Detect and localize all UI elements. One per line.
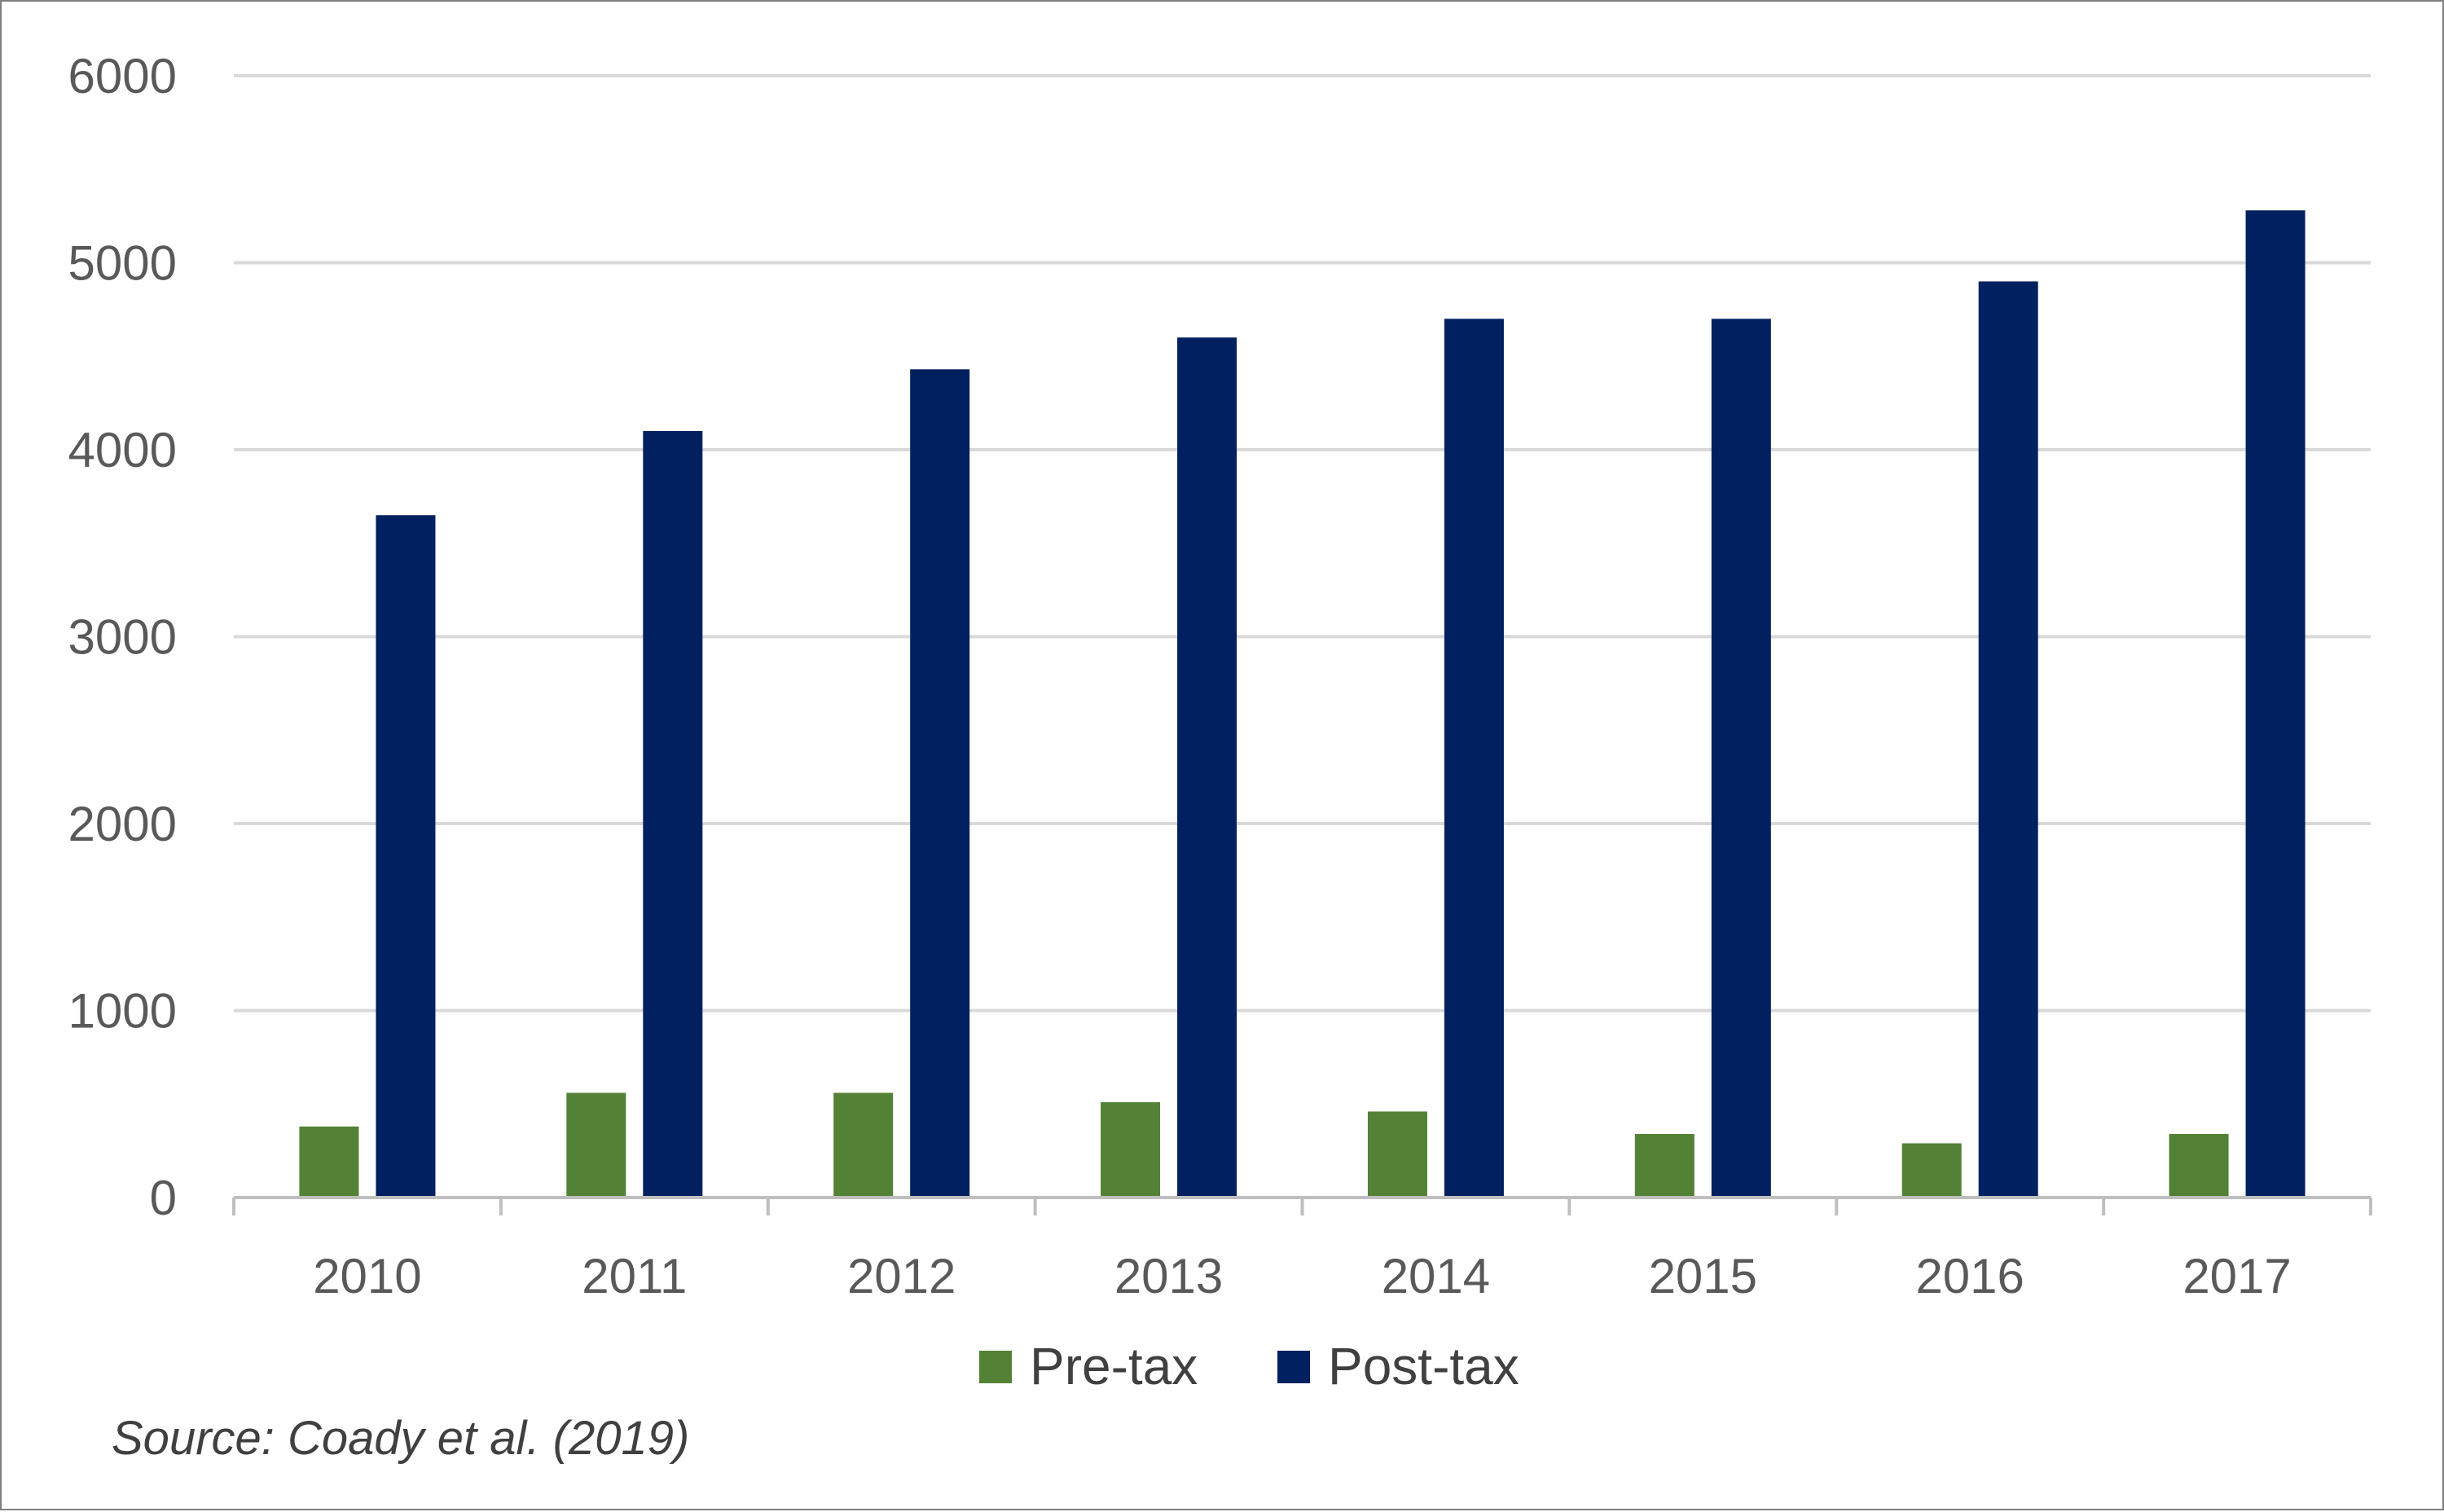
post-tax-bar-2016 [1978,281,2038,1198]
pre-tax-bar-2013 [1101,1101,1161,1198]
x-tick-label: 2014 [1382,1249,1490,1303]
y-tick-label: 0 [150,1171,177,1225]
post-tax-bar-2010 [376,515,436,1198]
y-tick-label: 5000 [68,236,177,291]
post-tax-bar-2017 [2245,210,2306,1198]
pre-tax-bar-2011 [566,1092,626,1198]
legend-swatch-post-tax [1277,1351,1310,1383]
y-tick-label: 1000 [68,984,177,1039]
legend: Pre-tax Post-tax [979,1337,1519,1396]
pre-tax-bar-2015 [1634,1133,1695,1198]
legend-swatch-pre-tax [979,1351,1012,1383]
x-tick-label: 2013 [1114,1249,1223,1303]
y-axis-tick-labels: 0 1000 2000 3000 4000 5000 6000 [68,49,177,1225]
pre-tax-bar-2016 [1901,1143,1962,1198]
post-tax-bar-2012 [910,369,970,1198]
x-tick-label: 2017 [2182,1249,2291,1303]
post-tax-bar-2013 [1177,337,1237,1198]
bars [299,210,2306,1198]
gridlines [234,74,2371,1013]
pre-tax-bar-2010 [299,1126,359,1198]
x-tick-label: 2011 [582,1249,687,1303]
y-tick-label: 6000 [68,49,177,103]
y-tick-label: 3000 [68,610,177,665]
source-note: Source: Coady et al. (2019) [112,1412,690,1465]
post-tax-bar-2011 [643,431,703,1198]
pre-tax-bar-2017 [2169,1133,2229,1198]
x-axis-tick-labels: 2010 2011 2012 2013 2014 2015 2016 2017 [313,1249,2292,1303]
post-tax-bar-2014 [1444,319,1504,1198]
legend-label-post-tax: Post-tax [1328,1337,1519,1396]
x-tick-label: 2015 [1649,1249,1757,1303]
y-tick-label: 2000 [68,797,177,851]
x-axis [232,1196,2372,1215]
legend-label-pre-tax: Pre-tax [1030,1337,1198,1396]
x-tick-label: 2010 [313,1249,421,1303]
x-tick-label: 2012 [847,1249,956,1303]
x-tick-label: 2016 [1915,1249,2024,1303]
y-tick-label: 4000 [68,423,177,477]
post-tax-bar-2015 [1711,319,1771,1198]
pre-tax-bar-2012 [833,1092,894,1198]
pre-tax-bar-2014 [1367,1111,1427,1198]
